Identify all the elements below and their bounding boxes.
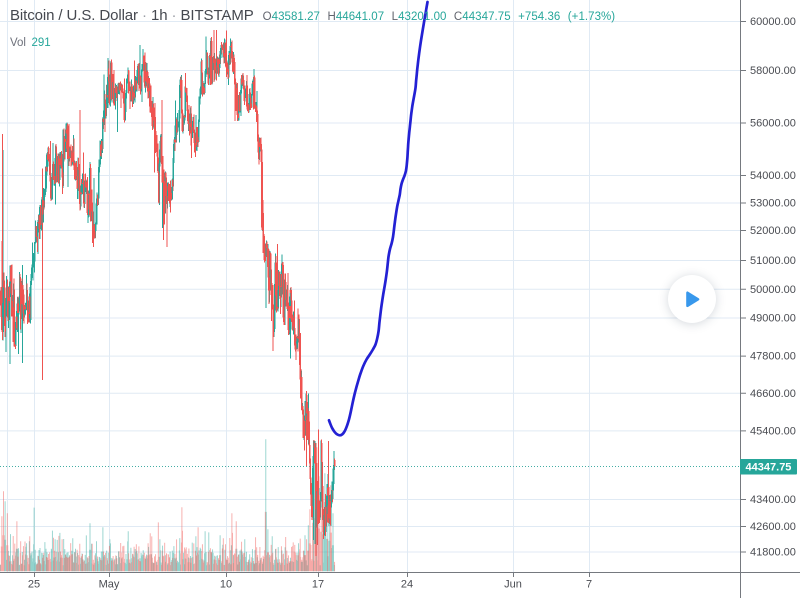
svg-text:43400.00: 43400.00 — [750, 494, 796, 506]
svg-text:51000.00: 51000.00 — [750, 255, 796, 267]
svg-text:May: May — [99, 579, 120, 591]
svg-text:53000.00: 53000.00 — [750, 198, 796, 210]
svg-text:50000.00: 50000.00 — [750, 284, 796, 296]
svg-text:10: 10 — [220, 579, 232, 591]
svg-text:49000.00: 49000.00 — [750, 313, 796, 325]
svg-text:47800.00: 47800.00 — [750, 351, 796, 363]
svg-text:56000.00: 56000.00 — [750, 118, 796, 130]
svg-text:42600.00: 42600.00 — [750, 521, 796, 533]
svg-text:Jun: Jun — [504, 579, 522, 591]
svg-text:41800.00: 41800.00 — [750, 547, 796, 559]
svg-text:58000.00: 58000.00 — [750, 65, 796, 77]
svg-text:25: 25 — [28, 579, 40, 591]
svg-text:45400.00: 45400.00 — [750, 425, 796, 437]
svg-text:54000.00: 54000.00 — [750, 170, 796, 182]
svg-text:24: 24 — [401, 579, 413, 591]
svg-text:46600.00: 46600.00 — [750, 388, 796, 400]
svg-text:17: 17 — [312, 579, 324, 591]
svg-text:7: 7 — [586, 579, 592, 591]
svg-text:52000.00: 52000.00 — [750, 225, 796, 237]
svg-text:44347.75: 44347.75 — [746, 462, 792, 474]
svg-text:60000.00: 60000.00 — [750, 16, 796, 28]
